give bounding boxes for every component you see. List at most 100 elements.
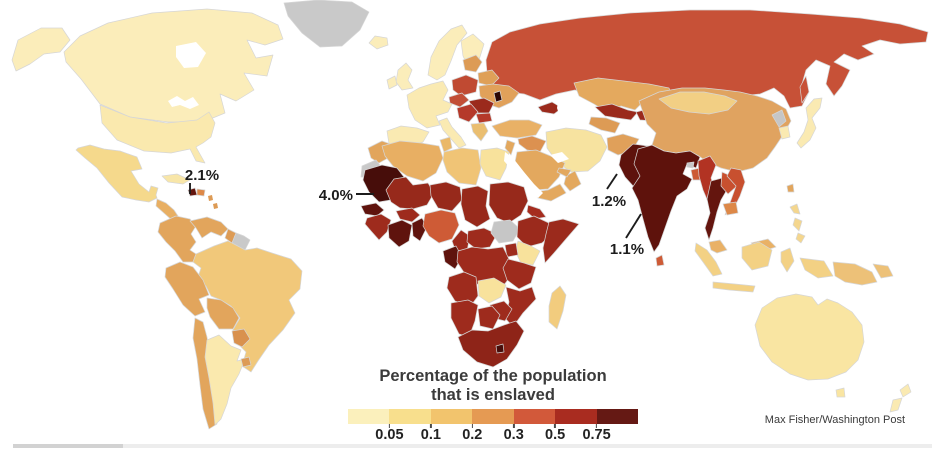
legend-tick-label: 0.75 — [582, 427, 611, 443]
country-indonesia — [694, 241, 834, 293]
legend-tick-label: 0.1 — [420, 427, 441, 443]
legend-tick-2: 0.1 — [421, 424, 441, 443]
country-lesotho — [495, 343, 505, 354]
country-philippines — [789, 203, 806, 244]
country-libya — [442, 147, 482, 186]
legend-tick-label: 0.2 — [462, 427, 483, 443]
tick-mark — [595, 424, 598, 428]
country-brazil — [192, 240, 303, 373]
country-sakhalin-island — [799, 75, 810, 104]
legend-tick-4: 0.3 — [504, 424, 524, 443]
callout-label-haiti: 2.1% — [185, 167, 219, 184]
country-greenland — [283, 0, 370, 48]
country-venezuela — [189, 216, 229, 239]
country-mali — [385, 176, 435, 210]
region-czech-hungary — [448, 92, 470, 108]
legend-swatch-4 — [472, 409, 514, 424]
horizontal-scrollbar[interactable] — [13, 444, 932, 448]
country-cambodia — [722, 201, 739, 216]
legend-color-scale — [348, 409, 638, 424]
great-lakes — [168, 96, 199, 109]
region-guinea-group — [364, 213, 392, 241]
tick-mark — [430, 424, 432, 428]
country-uruguay — [240, 356, 252, 368]
country-central-african-republic — [466, 227, 498, 250]
country-italy — [438, 117, 467, 149]
country-argentina — [204, 334, 246, 426]
tick-mark — [388, 424, 391, 428]
legend-tick-label: 0.3 — [503, 427, 524, 443]
legend-ticks: 0.05 0.1 0.2 0.3 0.5 0.75 — [348, 424, 638, 444]
country-malaysia — [708, 239, 728, 254]
country-ireland — [386, 75, 398, 90]
legend-tick-6: 0.75 — [582, 424, 611, 443]
tick-mark — [512, 424, 515, 428]
country-nigeria — [422, 209, 460, 244]
country-senegal — [360, 202, 385, 217]
legend-swatch-7 — [596, 409, 638, 424]
country-poland — [451, 74, 479, 97]
country-oman — [563, 170, 582, 192]
country-south-sudan — [490, 219, 521, 244]
callout-line-pakistan — [606, 173, 618, 190]
country-bulgaria — [475, 112, 493, 124]
region-israel-jordan — [504, 139, 516, 156]
legend: Percentage of the population that is ens… — [348, 367, 638, 444]
legend-swatch-2 — [389, 409, 431, 424]
country-madagascar — [548, 285, 567, 330]
caspian-sea — [557, 93, 577, 124]
region-norway-sweden — [427, 24, 468, 81]
country-turkmenistan — [588, 116, 621, 134]
country-turkey — [491, 119, 543, 139]
country-alaska — [11, 27, 71, 72]
region-western-europe — [406, 80, 453, 129]
region-cote-divoire-ghana — [387, 219, 413, 248]
tick-mark — [554, 424, 556, 428]
legend-swatch-1 — [348, 409, 390, 424]
red-sea — [504, 152, 543, 198]
country-north-korea — [771, 109, 787, 128]
region-balkans — [456, 103, 479, 123]
country-japan — [796, 97, 823, 149]
country-angola — [446, 271, 479, 308]
country-chad — [460, 185, 491, 228]
country-mexico — [75, 144, 159, 203]
country-papua-new-guinea — [832, 261, 894, 286]
country-sudan — [488, 181, 529, 224]
country-greece — [470, 122, 489, 142]
region-syria-iraq — [517, 135, 547, 153]
country-india — [631, 144, 701, 253]
country-australia — [754, 293, 865, 381]
country-tunisia — [439, 136, 453, 153]
legend-tick-label: 0.5 — [545, 427, 566, 443]
country-egypt — [479, 147, 510, 181]
country-sri-lanka — [655, 254, 665, 267]
country-dominican-republic — [196, 188, 206, 197]
legend-swatch-5 — [513, 409, 556, 424]
region-uae-qatar — [556, 167, 572, 178]
country-taiwan — [786, 183, 795, 193]
country-new-zealand — [889, 383, 912, 413]
black-sea — [496, 105, 534, 120]
callout-label-mauritania: 4.0% — [319, 187, 353, 204]
country-mongolia — [658, 91, 738, 115]
country-burkina-faso — [395, 207, 421, 223]
country-namibia — [450, 299, 479, 338]
country-usa — [99, 104, 216, 164]
attribution-credit: Max Fisher/Washington Post — [764, 414, 905, 426]
region-eritrea-djibouti — [526, 204, 547, 220]
country-belarus — [477, 69, 500, 87]
country-bolivia — [206, 297, 240, 330]
legend-swatch-3 — [430, 409, 473, 424]
country-peru — [164, 261, 210, 317]
country-cuba — [161, 173, 191, 185]
country-south-africa — [457, 320, 525, 368]
scrollbar-thumb[interactable] — [13, 444, 123, 448]
country-somalia — [542, 218, 580, 264]
lesser-antilles — [208, 195, 218, 209]
country-algeria — [381, 140, 444, 182]
region-baltics — [462, 54, 483, 73]
tick-mark — [471, 424, 474, 428]
